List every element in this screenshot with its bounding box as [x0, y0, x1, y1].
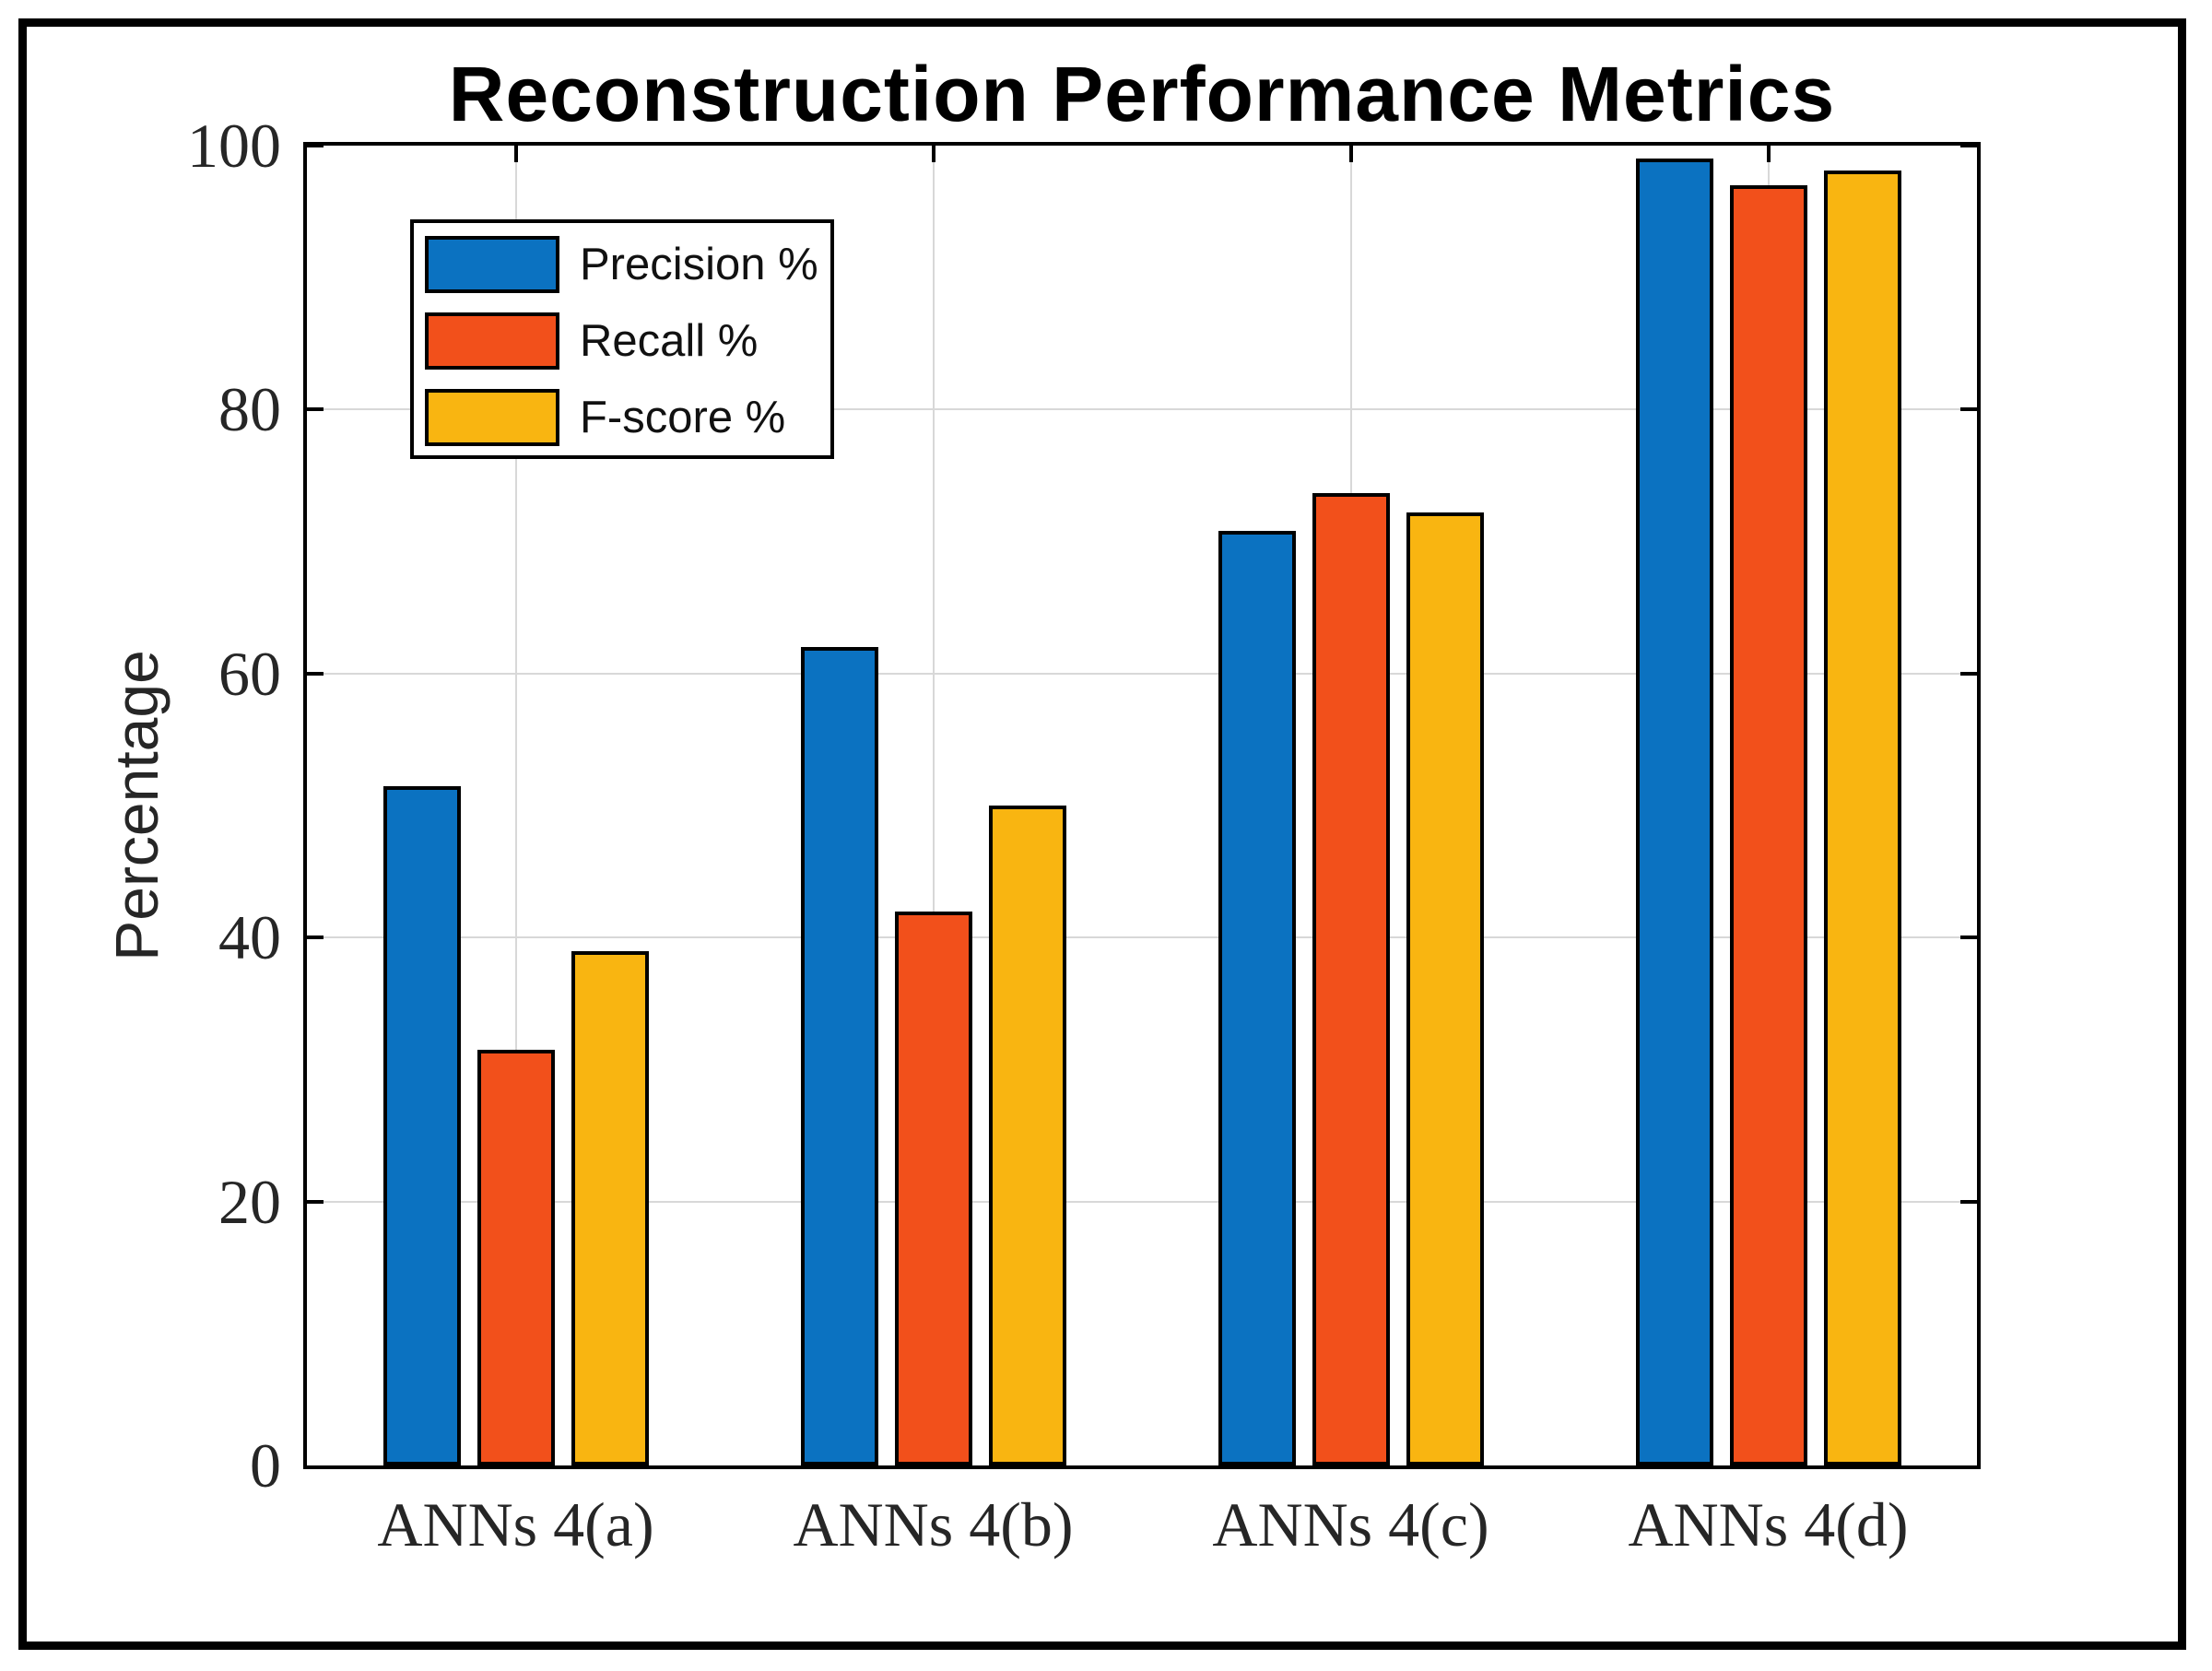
bar-f-score-anns-4-d: [1823, 171, 1901, 1465]
legend-swatch-precision: [425, 236, 559, 293]
bar-recall-anns-4-a: [477, 1050, 555, 1465]
y-axis-tick-right-20: [1960, 1199, 1977, 1204]
x-tick-label-anns-4-a: ANNs 4(a): [377, 1489, 654, 1559]
horizontal-gridline-20: [307, 1200, 1977, 1203]
y-tick-label-0: 0: [250, 1430, 281, 1500]
bar-recall-anns-4-b: [894, 912, 972, 1465]
y-tick-label-80: 80: [218, 374, 281, 445]
y-tick-label-100: 100: [187, 111, 281, 181]
x-tick-label-anns-4-b: ANNs 4(b): [793, 1489, 1074, 1559]
legend-label-recall: Recall %: [580, 316, 759, 366]
bar-recall-anns-4-d: [1729, 185, 1807, 1465]
x-axis-tick-top-anns-4-b: [931, 146, 935, 162]
legend-swatch-recall: [425, 312, 559, 370]
y-axis-tick-left-20: [307, 1199, 324, 1204]
x-tick-label-anns-4-d: ANNs 4(d): [1628, 1489, 1909, 1559]
y-axis-tick-right-80: [1960, 407, 1977, 412]
bar-f-score-anns-4-c: [1406, 512, 1484, 1465]
y-tick-label-40: 40: [218, 902, 281, 973]
legend: Precision % Recall % F-score %: [410, 219, 834, 459]
legend-label-f-score: F-score %: [580, 393, 786, 442]
x-axis-tick-top-anns-4-a: [513, 146, 518, 162]
bar-precision-anns-4-b: [800, 647, 878, 1465]
legend-row-f-score: F-score %: [425, 385, 830, 450]
x-axis-tick-top-anns-4-c: [1348, 146, 1353, 162]
chart-title: Reconstruction Performance Metrics: [448, 51, 1836, 137]
bar-precision-anns-4-d: [1635, 159, 1713, 1465]
plot-area: [303, 142, 1981, 1469]
legend-swatch-f-score: [425, 389, 559, 446]
bar-precision-anns-4-c: [1218, 531, 1296, 1465]
horizontal-gridline-60: [307, 672, 1977, 675]
x-axis-tick-top-anns-4-d: [1766, 146, 1771, 162]
y-axis-tick-right-40: [1960, 936, 1977, 940]
legend-label-precision: Precision %: [580, 240, 818, 289]
legend-row-precision: Precision %: [425, 232, 830, 297]
y-axis-tick-left-100: [307, 144, 324, 147]
bar-f-score-anns-4-b: [988, 806, 1066, 1465]
bar-precision-anns-4-a: [382, 786, 461, 1465]
figure-border: [18, 18, 2186, 1650]
horizontal-gridline-80: [307, 408, 1977, 411]
vertical-gridline-anns-4-a: [514, 146, 517, 1465]
legend-row-recall: Recall %: [425, 309, 830, 373]
bar-f-score-anns-4-a: [571, 951, 649, 1465]
y-axis-tick-left-40: [307, 936, 324, 940]
bar-recall-anns-4-c: [1312, 493, 1390, 1465]
y-axis-tick-left-60: [307, 671, 324, 676]
y-tick-label-60: 60: [218, 638, 281, 709]
horizontal-gridline-40: [307, 936, 1977, 939]
x-tick-label-anns-4-c: ANNs 4(c): [1212, 1489, 1489, 1559]
y-axis-tick-right-60: [1960, 671, 1977, 676]
vertical-gridline-anns-4-b: [932, 146, 935, 1465]
y-tick-label-20: 20: [218, 1166, 281, 1237]
y-axis-tick-right-100: [1960, 144, 1977, 147]
y-axis-tick-left-80: [307, 407, 324, 412]
